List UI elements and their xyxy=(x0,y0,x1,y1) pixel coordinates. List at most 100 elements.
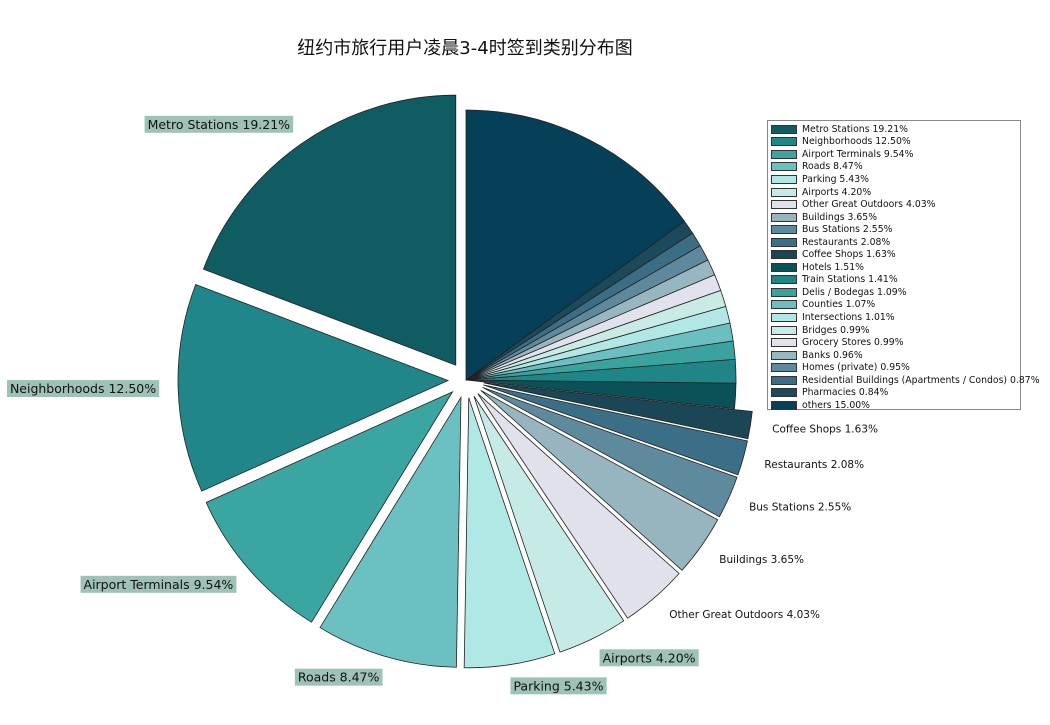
legend-swatch xyxy=(771,350,797,360)
legend-item-delis-bodegas: Delis / Bodegas 1.09% xyxy=(771,286,1017,299)
legend-label: Bus Stations 2.55% xyxy=(802,224,893,236)
slice-label-text: Bus Stations 2.55% xyxy=(749,501,851,513)
slice-label-restaurants: Restaurants 2.08% xyxy=(764,459,864,471)
legend-item-airport-terminals: Airport Terminals 9.54% xyxy=(771,148,1017,161)
legend-item-bridges: Bridges 0.99% xyxy=(771,324,1017,337)
legend-item-homes-private: Homes (private) 0.95% xyxy=(771,361,1017,374)
pie-slice-metro-stations xyxy=(202,94,457,366)
chart-title: 纽约市旅行用户凌晨3-4时签到类别分布图 xyxy=(297,38,633,59)
legend-item-grocery-stores: Grocery Stores 0.99% xyxy=(771,336,1017,349)
slice-label-text: Other Great Outdoors 4.03% xyxy=(669,609,820,621)
legend-swatch xyxy=(771,187,797,197)
legend-label: Coffee Shops 1.63% xyxy=(802,249,896,261)
slice-label-text: Airports 4.20% xyxy=(603,650,696,665)
legend-swatch xyxy=(771,363,797,373)
legend-item-roads: Roads 8.47% xyxy=(771,161,1017,174)
legend-item-pharmacies: Pharmacies 0.84% xyxy=(771,386,1017,399)
legend-item-others: others 15.00% xyxy=(771,399,1017,412)
legend-label: Homes (private) 0.95% xyxy=(802,362,910,374)
legend-item-train-stations: Train Stations 1.41% xyxy=(771,274,1017,287)
legend-swatch xyxy=(771,338,797,348)
legend-label: Grocery Stores 0.99% xyxy=(802,337,904,349)
pie-slice-bus-stations xyxy=(482,386,738,518)
legend-item-counties: Counties 1.07% xyxy=(771,299,1017,312)
legend-label: Delis / Bodegas 1.09% xyxy=(802,286,907,298)
legend-swatch xyxy=(771,200,797,210)
legend-swatch xyxy=(771,162,797,172)
pie-slice-other-great-outdoors xyxy=(477,393,680,619)
legend-swatch xyxy=(771,262,797,272)
legend-swatch xyxy=(771,225,797,235)
slice-label-text: Airport Terminals 9.54% xyxy=(84,577,234,592)
slice-label-background xyxy=(599,649,699,667)
legend-item-metro-stations: Metro Stations 19.21% xyxy=(771,123,1017,136)
legend-label: Hotels 1.51% xyxy=(802,261,864,273)
legend-item-banks: Banks 0.96% xyxy=(771,349,1017,362)
slice-label-background xyxy=(144,115,294,133)
legend-swatch xyxy=(771,400,797,410)
legend-label: Counties 1.07% xyxy=(802,299,876,311)
legend-label: others 15.00% xyxy=(802,399,871,411)
legend-label: Airport Terminals 9.54% xyxy=(802,148,914,160)
legend-label: Train Stations 1.41% xyxy=(802,274,898,286)
legend-swatch xyxy=(771,312,797,322)
legend-item-other-great-outdoors: Other Great Outdoors 4.03% xyxy=(771,198,1017,211)
legend-swatch xyxy=(771,237,797,247)
legend-swatch xyxy=(771,375,797,385)
slice-label-airport-terminals: Airport Terminals 9.54% xyxy=(80,575,237,593)
chart-legend: Metro Stations 19.21% Neighborhoods 12.50… xyxy=(767,120,1040,412)
legend-item-buildings: Buildings 3.65% xyxy=(771,211,1017,224)
slice-label-neighborhoods: Neighborhoods 12.50% xyxy=(6,380,160,398)
slice-label-background xyxy=(80,575,237,593)
pie-slice-others xyxy=(465,109,686,381)
slice-label-airports: Airports 4.20% xyxy=(599,649,699,667)
legend-label: Restaurants 2.08% xyxy=(802,236,891,248)
pie-slice-restaurants xyxy=(483,384,748,476)
legend-swatch xyxy=(771,325,797,335)
legend-label: Banks 0.96% xyxy=(802,349,863,361)
legend-swatch xyxy=(771,275,797,285)
legend-item-neighborhoods: Neighborhoods 12.50% xyxy=(771,136,1017,149)
legend-swatch xyxy=(771,388,797,398)
pie-slice-parking xyxy=(463,397,556,669)
slice-label-text: Parking 5.43% xyxy=(513,678,603,693)
pie-slice-roads xyxy=(319,395,462,668)
legend-item-restaurants: Restaurants 2.08% xyxy=(771,236,1017,249)
legend-label: Roads 8.47% xyxy=(802,161,863,173)
pie-slice-neighborhoods xyxy=(177,283,450,492)
legend-swatch xyxy=(771,137,797,147)
slice-label-metro-stations: Metro Stations 19.21% xyxy=(144,115,294,133)
legend-item-hotels: Hotels 1.51% xyxy=(771,261,1017,274)
legend-swatch xyxy=(771,149,797,159)
slice-label-text: Metro Stations 19.21% xyxy=(148,117,291,132)
legend-label: Intersections 1.01% xyxy=(802,311,895,323)
slice-label-text: Neighborhoods 12.50% xyxy=(10,381,156,396)
pie-slice-buildings xyxy=(480,390,719,571)
slice-label-bus-stations: Bus Stations 2.55% xyxy=(749,501,851,513)
slice-label-coffee-shops: Coffee Shops 1.63% xyxy=(772,424,878,436)
slice-label-buildings: Buildings 3.65% xyxy=(719,554,804,566)
legend-swatch xyxy=(771,212,797,222)
pie-slice-airports xyxy=(473,395,625,653)
legend-swatch xyxy=(771,287,797,297)
legend-item-intersections: Intersections 1.01% xyxy=(771,311,1017,324)
slice-label-background xyxy=(510,677,607,695)
legend-label: Pharmacies 0.84% xyxy=(802,387,889,399)
legend-item-airports: Airports 4.20% xyxy=(771,186,1017,199)
legend-label: Residential Buildings (Apartments / Cond… xyxy=(802,374,1040,386)
legend-item-coffee-shops: Coffee Shops 1.63% xyxy=(771,248,1017,261)
legend-label: Bridges 0.99% xyxy=(802,324,870,336)
slice-label-text: Coffee Shops 1.63% xyxy=(772,424,878,436)
slice-label-other-great-outdoors: Other Great Outdoors 4.03% xyxy=(669,609,820,621)
legend-item-residential-buildings-apartments-condos: Residential Buildings (Apartments / Cond… xyxy=(771,374,1040,387)
slice-label-text: Buildings 3.65% xyxy=(719,554,804,566)
slice-label-background xyxy=(6,380,160,398)
legend-swatch xyxy=(771,124,797,134)
slice-label-roads: Roads 8.47% xyxy=(294,668,383,686)
legend-label: Metro Stations 19.21% xyxy=(802,123,908,135)
legend-swatch xyxy=(771,300,797,310)
slice-label-parking: Parking 5.43% xyxy=(510,677,607,695)
pie-slice-coffee-shops xyxy=(483,382,753,440)
pie-slice-airport-terminals xyxy=(205,390,454,623)
